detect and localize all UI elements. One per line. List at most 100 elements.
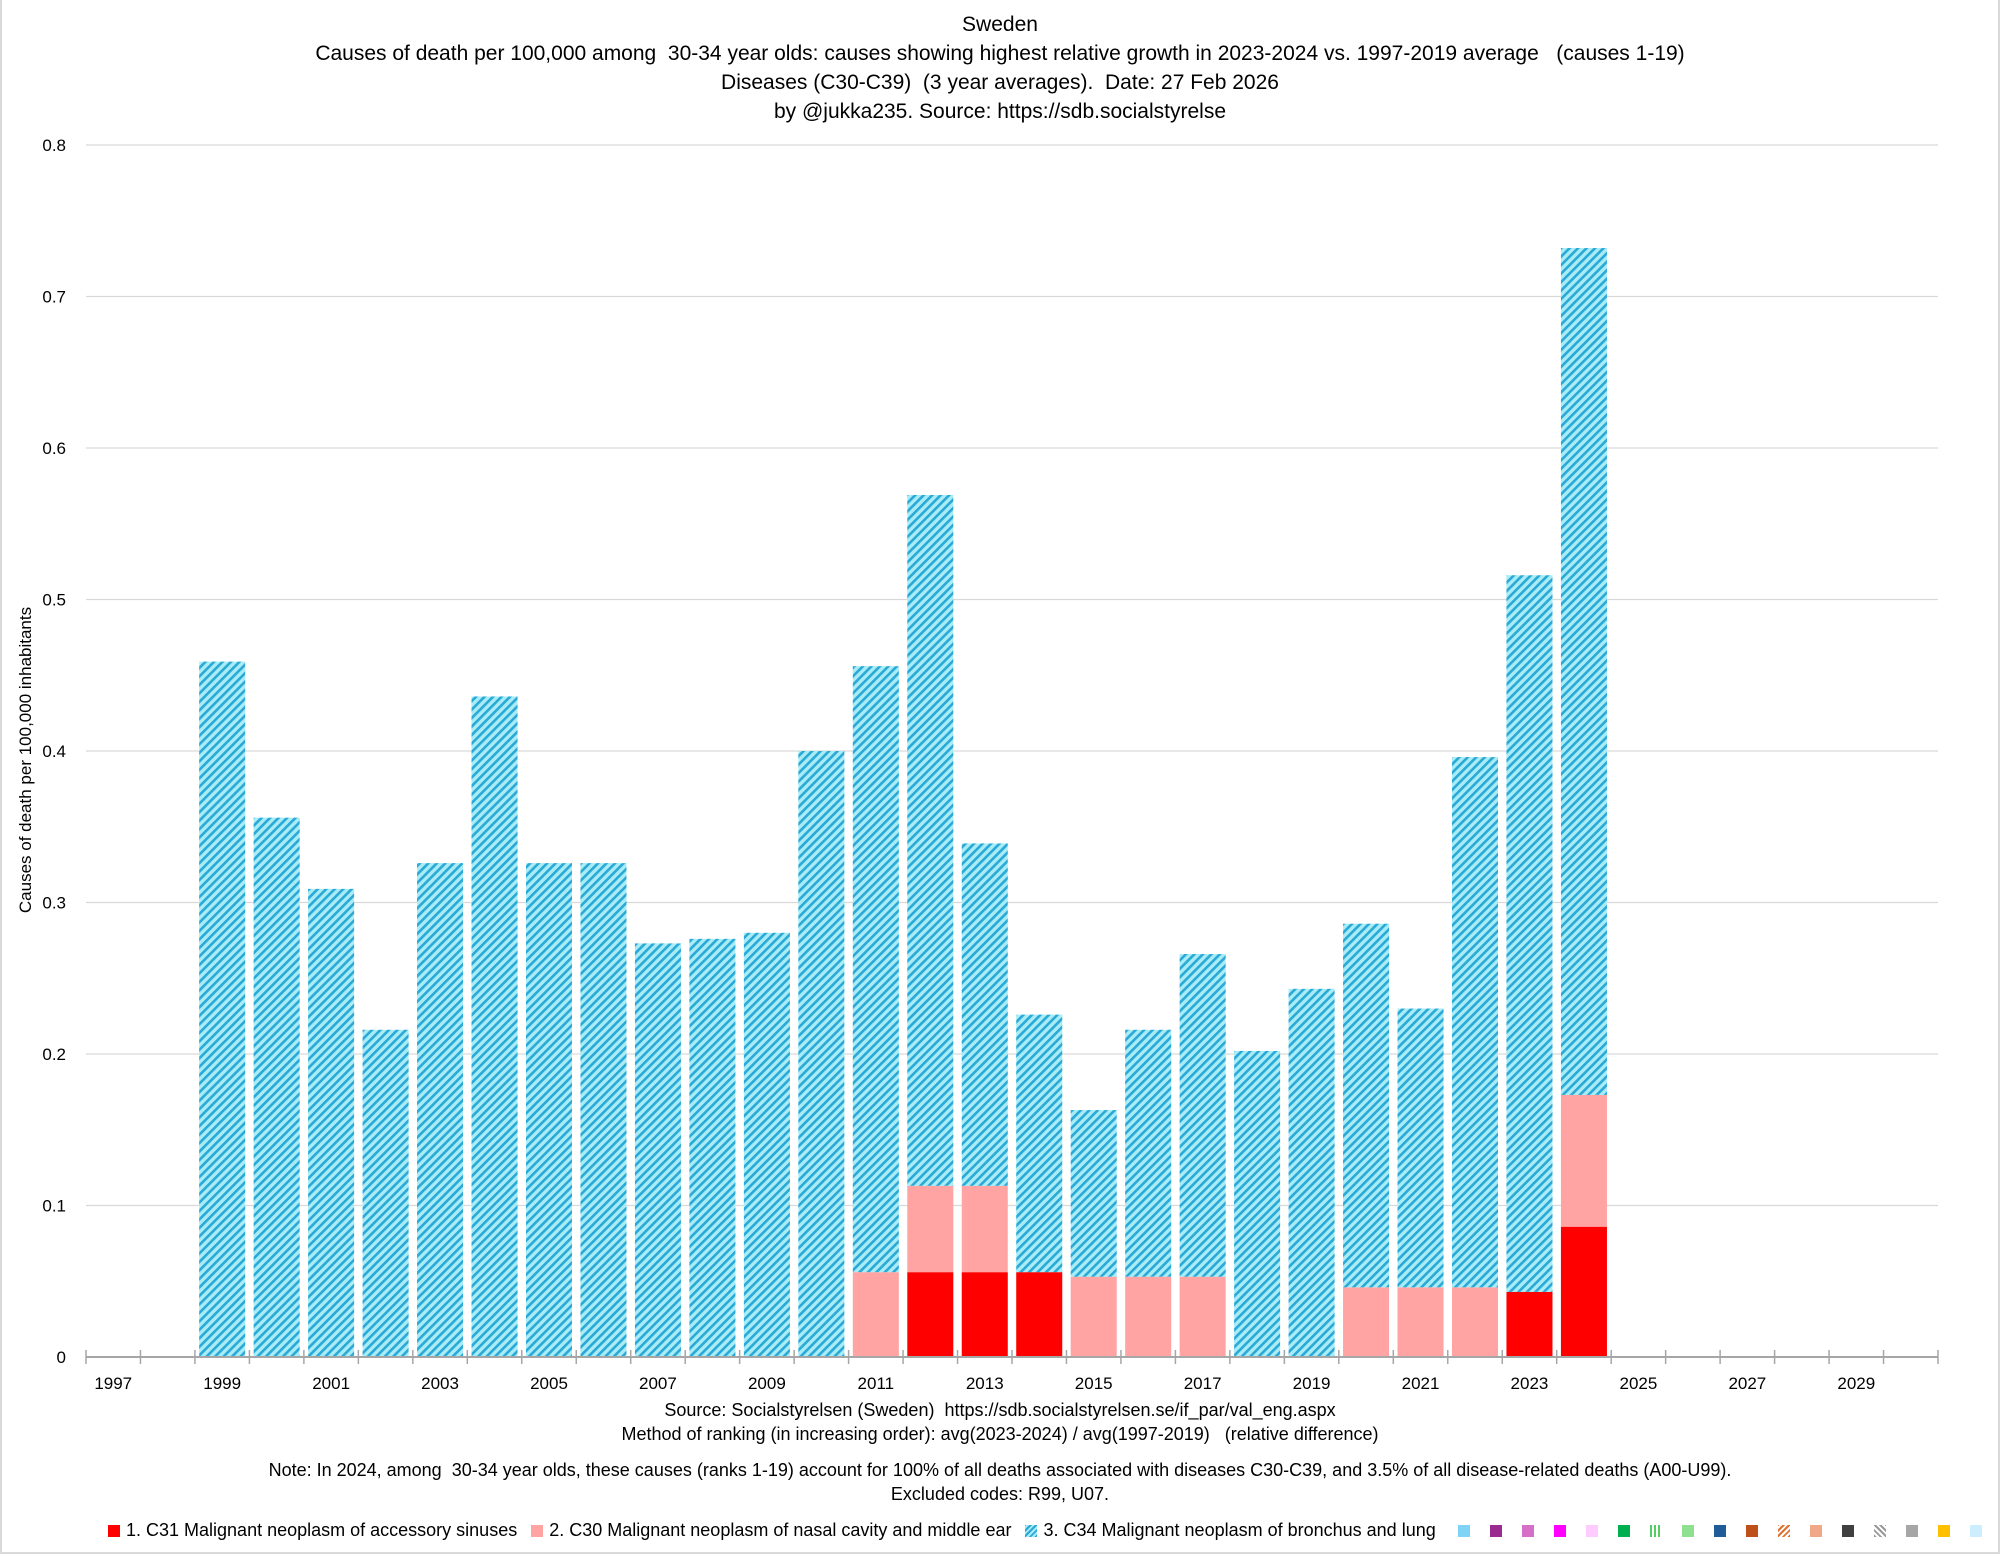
- bar-2020-series-3: [1343, 923, 1390, 1288]
- x-tick-label: 2023: [1511, 1374, 1549, 1393]
- bar-2021-series-2: [1397, 1287, 1444, 1357]
- chart-subtitle-2: Diseases (C30-C39) (3 year averages). Da…: [721, 71, 1279, 94]
- legend-item: 1. C31 Malignant neoplasm of accessory s…: [108, 1520, 517, 1541]
- y-tick-label: 0.6: [42, 439, 66, 458]
- bar-2013-series-1: [961, 1272, 1008, 1357]
- legend-swatch: [531, 1524, 544, 1537]
- bar-2012-series-3: [907, 494, 954, 1186]
- bars: [199, 248, 1607, 1357]
- bar-2024-series-2: [1560, 1094, 1607, 1227]
- x-tick-label: 2021: [1402, 1374, 1440, 1393]
- chart-subtitle: Causes of death per 100,000 among 30-34 …: [315, 42, 1685, 65]
- legend-label: 2. C30 Malignant neoplasm of nasal cavit…: [549, 1520, 1012, 1540]
- legend-item: 2. C30 Malignant neoplasm of nasal cavit…: [531, 1520, 1011, 1541]
- bar-2005-series-3: [525, 863, 573, 1357]
- bar-2016-series-2: [1125, 1276, 1172, 1357]
- y-tick-label: 0.5: [42, 591, 66, 610]
- legend-label: 1. C31 Malignant neoplasm of accessory s…: [126, 1520, 518, 1540]
- y-tick-label: 0.1: [42, 1197, 66, 1216]
- bar-2000-series-3: [253, 817, 300, 1357]
- x-tick-label: 2009: [748, 1374, 786, 1393]
- x-tick-label: 2001: [312, 1374, 350, 1393]
- legend-swatch-unlabeled: [1489, 1524, 1502, 1537]
- legend-swatch-unlabeled: [1585, 1524, 1598, 1537]
- coverage-note: Note: In 2024, among 30-34 year olds, th…: [268, 1460, 1732, 1480]
- x-tick-label: 2015: [1075, 1374, 1113, 1393]
- legend-swatch-unlabeled: [1841, 1524, 1854, 1537]
- x-axis: 1997 1999 2001 2003 2005 2007 2009 2011 2013 2015…: [85, 1350, 1939, 1393]
- legend-swatch-unlabeled: [1521, 1524, 1534, 1537]
- method-note: Method of ranking (in increasing order):…: [621, 1424, 1379, 1444]
- x-tick-label: 2025: [1619, 1374, 1657, 1393]
- x-tick-label: 2013: [966, 1374, 1004, 1393]
- x-tick-label: 2005: [530, 1374, 568, 1393]
- y-tick-label: 0.7: [42, 288, 66, 307]
- legend-swatch-unlabeled: [1553, 1524, 1566, 1537]
- bar-2015-series-3: [1070, 1110, 1117, 1277]
- legend-swatch: [1025, 1524, 1038, 1537]
- legend-swatch-unlabeled: [1745, 1524, 1758, 1537]
- legend-swatch: [108, 1524, 120, 1537]
- legend: 1. C31 Malignant neoplasm of accessory s…: [108, 1520, 1994, 1541]
- bar-2008-series-3: [689, 938, 736, 1357]
- bar-2018-series-3: [1234, 1050, 1281, 1357]
- y-axis-ticks: 0 0.1 0.2 0.3 0.4 0.5 0.6 0.7 0.8: [42, 136, 66, 1367]
- legend-swatch-unlabeled: [1457, 1524, 1470, 1537]
- excluded-codes-note: Excluded codes: R99, U07.: [890, 1484, 1110, 1504]
- x-tick-label: 2003: [421, 1374, 459, 1393]
- bar-2009-series-3: [743, 932, 790, 1357]
- bar-2003-series-3: [417, 863, 464, 1357]
- chart-title: Sweden: [962, 13, 1038, 36]
- bar-2006-series-3: [580, 863, 627, 1357]
- bar-2024-series-3: [1560, 248, 1607, 1095]
- bar-2011-series-3: [852, 666, 899, 1273]
- bar-2021-series-3: [1397, 1008, 1444, 1288]
- bar-2001-series-3: [308, 888, 355, 1357]
- bar-2015-series-2: [1070, 1276, 1117, 1357]
- bar-2014-series-3: [1016, 1014, 1063, 1273]
- bar-2014-series-1: [1016, 1272, 1063, 1357]
- bar-2022-series-3: [1451, 757, 1499, 1288]
- bar-2013-series-2: [961, 1185, 1008, 1273]
- bar-2020-series-2: [1343, 1287, 1390, 1357]
- legend-swatch-unlabeled: [1937, 1524, 1950, 1537]
- bar-2010-series-3: [798, 751, 845, 1357]
- bar-2024-series-1: [1560, 1226, 1607, 1357]
- x-tick-label: 2017: [1184, 1374, 1222, 1393]
- legend-swatch-unlabeled: [1969, 1524, 1982, 1537]
- legend-item: 3. C34 Malignant neoplasm of bronchus an…: [1025, 1520, 1436, 1541]
- bar-2007-series-3: [634, 943, 681, 1357]
- bar-2013-series-3: [961, 843, 1008, 1186]
- chart-titles: Sweden Causes of death per 100,000 among…: [0, 10, 2000, 126]
- legend-swatch-unlabeled: [1809, 1524, 1822, 1537]
- x-tick-label: 2007: [639, 1374, 677, 1393]
- y-tick-label: 0.2: [42, 1045, 66, 1064]
- chart-credit: by @jukka235. Source: https://sdb.social…: [773, 100, 1227, 123]
- x-tick-label: 2029: [1837, 1374, 1875, 1393]
- x-tick-label: 2027: [1728, 1374, 1766, 1393]
- bar-2011-series-2: [852, 1272, 899, 1357]
- bar-2017-series-2: [1179, 1276, 1226, 1357]
- legend-swatch-unlabeled: [1649, 1524, 1662, 1537]
- legend-swatch-unlabeled: [1681, 1524, 1694, 1537]
- bar-1999-series-3: [199, 661, 246, 1357]
- y-tick-label: 0: [57, 1348, 66, 1367]
- bar-2016-series-3: [1125, 1029, 1172, 1277]
- legend-label: 3. C34 Malignant neoplasm of bronchus an…: [1043, 1520, 1436, 1540]
- bar-2019-series-3: [1288, 988, 1335, 1357]
- x-tick-label: 1997: [94, 1374, 132, 1393]
- x-tick-label: 2019: [1293, 1374, 1331, 1393]
- y-tick-label: 0.8: [42, 136, 66, 155]
- legend-swatch-unlabeled: [1777, 1524, 1790, 1537]
- bar-2002-series-3: [362, 1029, 409, 1357]
- bar-2023-series-3: [1506, 575, 1553, 1292]
- legend-swatch-unlabeled: [1873, 1524, 1886, 1537]
- bar-2004-series-3: [471, 696, 518, 1357]
- y-tick-label: 0.4: [42, 742, 66, 761]
- bar-2023-series-1: [1506, 1291, 1553, 1357]
- x-tick-label: 1999: [203, 1374, 241, 1393]
- bar-2012-series-2: [907, 1185, 954, 1273]
- source-note: Source: Socialstyrelsen (Sweden) https:/…: [664, 1400, 1336, 1420]
